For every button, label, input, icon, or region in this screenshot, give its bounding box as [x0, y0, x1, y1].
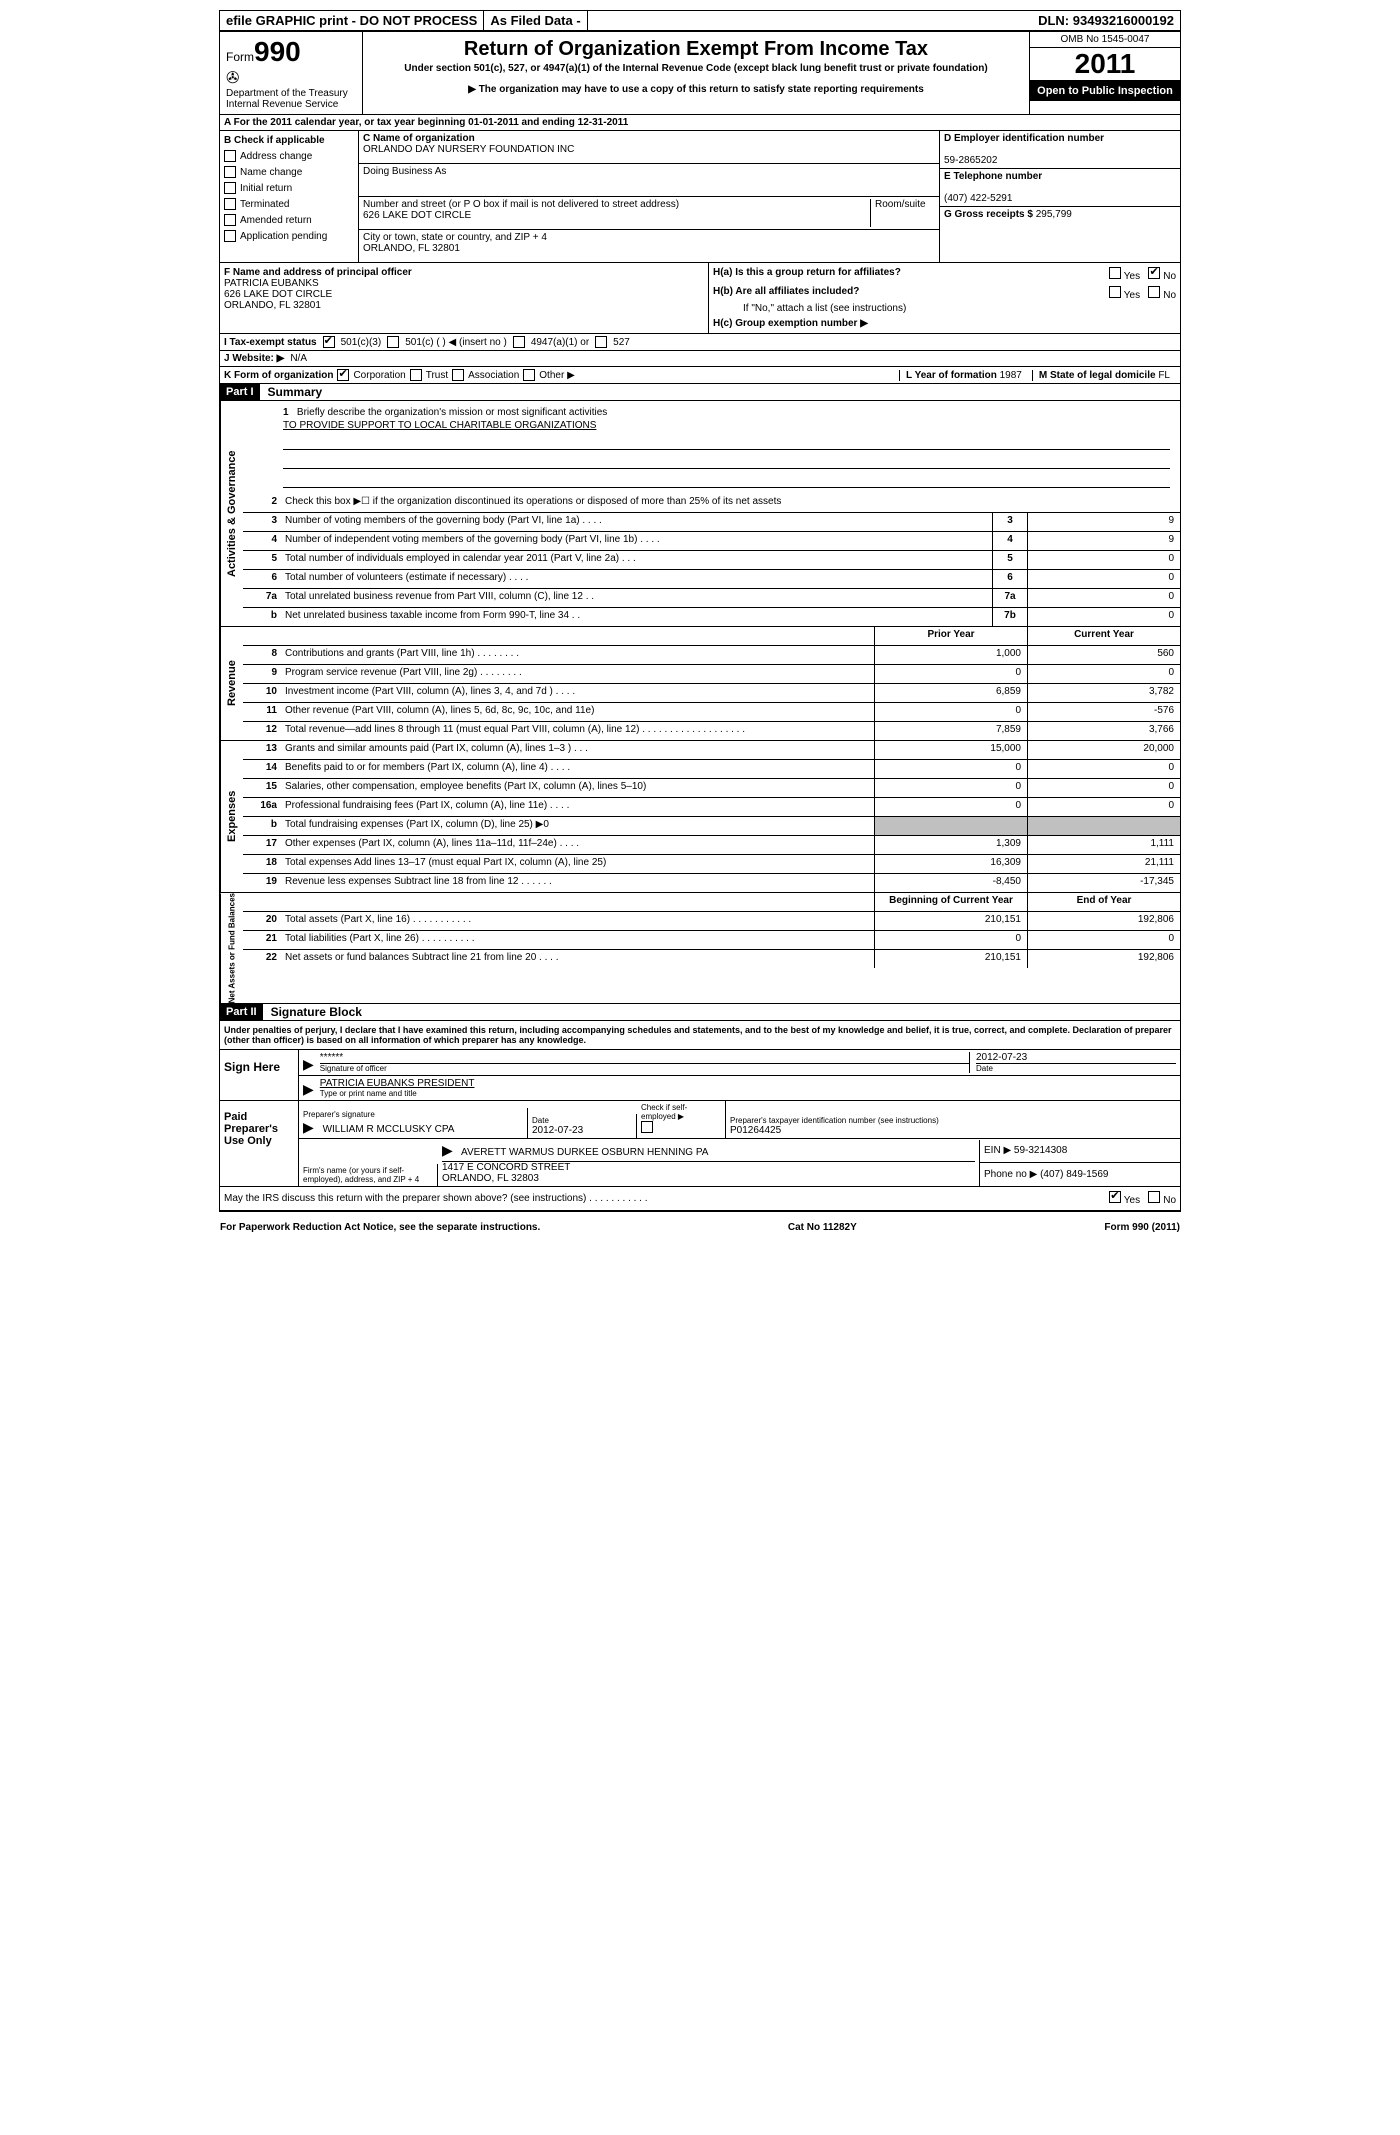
- summary-line: 22Net assets or fund balances Subtract l…: [243, 950, 1180, 968]
- summary-line: 14Benefits paid to or for members (Part …: [243, 760, 1180, 779]
- line-i: I Tax-exempt status 501(c)(3) 501(c) ( )…: [220, 334, 1180, 351]
- efile-notice: efile GRAPHIC print - DO NOT PROCESS: [220, 11, 484, 30]
- cb-ha-no[interactable]: [1148, 267, 1160, 279]
- summary-line: 8Contributions and grants (Part VIII, li…: [243, 646, 1180, 665]
- cb-527[interactable]: [595, 336, 607, 348]
- cb-name-change[interactable]: [224, 166, 236, 178]
- cb-ha-yes[interactable]: [1109, 267, 1121, 279]
- cb-other[interactable]: [523, 369, 535, 381]
- dln: DLN: 93493216000192: [1032, 11, 1180, 30]
- summary-line: 16aProfessional fundraising fees (Part I…: [243, 798, 1180, 817]
- summary-line: 12Total revenue—add lines 8 through 11 (…: [243, 722, 1180, 740]
- summary-line: 6Total number of volunteers (estimate if…: [243, 570, 1180, 589]
- cb-hb-yes[interactable]: [1109, 286, 1121, 298]
- cb-discuss-no[interactable]: [1148, 1191, 1160, 1203]
- cb-terminated[interactable]: [224, 198, 236, 210]
- summary-line: bTotal fundraising expenses (Part IX, co…: [243, 817, 1180, 836]
- cb-initial-return[interactable]: [224, 182, 236, 194]
- col-b: B Check if applicable Address change Nam…: [220, 131, 359, 262]
- summary-line: bNet unrelated business taxable income f…: [243, 608, 1180, 626]
- header-left: Form990 ✇ Department of the Treasury Int…: [220, 32, 363, 114]
- cb-pending[interactable]: [224, 230, 236, 242]
- summary-line: 11Other revenue (Part VIII, column (A), …: [243, 703, 1180, 722]
- section-a: A For the 2011 calendar year, or tax yea…: [220, 115, 1180, 131]
- summary-line: 2Check this box ▶☐ if the organization d…: [243, 494, 1180, 513]
- governance-section: Activities & Governance 1 Briefly descri…: [220, 401, 1180, 627]
- summary-line: 4Number of independent voting members of…: [243, 532, 1180, 551]
- summary-line: 17Other expenses (Part IX, column (A), l…: [243, 836, 1180, 855]
- summary-line: 20Total assets (Part X, line 16) . . . .…: [243, 912, 1180, 931]
- cb-trust[interactable]: [410, 369, 422, 381]
- preparer-row: Paid Preparer's Use Only Preparer's sign…: [220, 1101, 1180, 1187]
- cb-501c[interactable]: [387, 336, 399, 348]
- col-c: C Name of organization ORLANDO DAY NURSE…: [359, 131, 940, 262]
- as-filed: As Filed Data -: [484, 11, 587, 30]
- summary-line: 15Salaries, other compensation, employee…: [243, 779, 1180, 798]
- cb-amended[interactable]: [224, 214, 236, 226]
- part-1-header: Part I Summary: [220, 384, 1180, 401]
- expense-section: Expenses 13Grants and similar amounts pa…: [220, 740, 1180, 892]
- summary-line: 21Total liabilities (Part X, line 26) . …: [243, 931, 1180, 950]
- cb-address-change[interactable]: [224, 150, 236, 162]
- header-right: OMB No 1545-0047 2011 Open to Public Ins…: [1029, 32, 1180, 114]
- cb-4947[interactable]: [513, 336, 525, 348]
- line-k: K Form of organization Corporation Trust…: [220, 367, 1180, 384]
- summary-line: 18Total expenses Add lines 13–17 (must e…: [243, 855, 1180, 874]
- cb-501c3[interactable]: [323, 336, 335, 348]
- part-2-header: Part II Signature Block: [220, 1004, 1180, 1021]
- summary-line: 7aTotal unrelated business revenue from …: [243, 589, 1180, 608]
- summary-line: 19Revenue less expenses Subtract line 18…: [243, 874, 1180, 892]
- summary-line: 5Total number of individuals employed in…: [243, 551, 1180, 570]
- cb-self-employed[interactable]: [641, 1121, 653, 1133]
- cb-hb-no[interactable]: [1148, 286, 1160, 298]
- line-j: J Website: ▶ N/A: [220, 351, 1180, 367]
- officer-row: F Name and address of principal officer …: [220, 263, 1180, 334]
- revenue-section: Revenue Prior Year Current Year 8Contrib…: [220, 627, 1180, 740]
- signature-block: Under penalties of perjury, I declare th…: [220, 1021, 1180, 1211]
- balance-section: Net Assets or Fund Balances Beginning of…: [220, 892, 1180, 1004]
- summary-line: 13Grants and similar amounts paid (Part …: [243, 741, 1180, 760]
- cb-discuss-yes[interactable]: [1109, 1191, 1121, 1203]
- discuss-row: May the IRS discuss this return with the…: [220, 1187, 1180, 1211]
- cb-assoc[interactable]: [452, 369, 464, 381]
- info-grid: B Check if applicable Address change Nam…: [220, 131, 1180, 263]
- form-990-page: efile GRAPHIC print - DO NOT PROCESS As …: [219, 10, 1181, 1212]
- topbar: efile GRAPHIC print - DO NOT PROCESS As …: [220, 11, 1180, 32]
- cb-corp[interactable]: [337, 369, 349, 381]
- summary-line: 3Number of voting members of the governi…: [243, 513, 1180, 532]
- footer: For Paperwork Reduction Act Notice, see …: [216, 1218, 1184, 1237]
- summary-line: 10Investment income (Part VIII, column (…: [243, 684, 1180, 703]
- header-title: Return of Organization Exempt From Incom…: [363, 32, 1029, 114]
- sign-here-row: Sign Here ▶ ****** Signature of officer …: [220, 1050, 1180, 1101]
- header: Form990 ✇ Department of the Treasury Int…: [220, 32, 1180, 115]
- col-d: D Employer identification number 59-2865…: [940, 131, 1180, 262]
- summary-line: 9Program service revenue (Part VIII, lin…: [243, 665, 1180, 684]
